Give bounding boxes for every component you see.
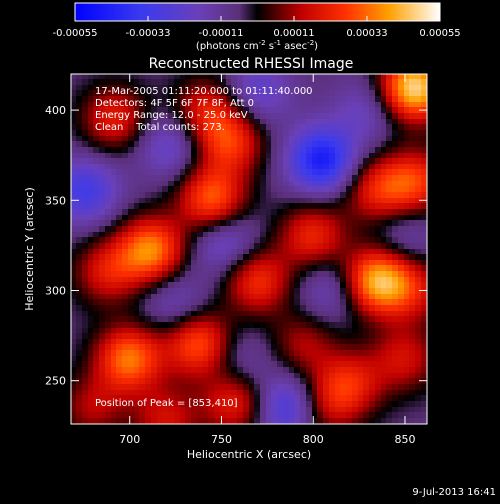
chart-title: Reconstructed RHESSI Image [149,56,354,72]
x-tick-label-3: 850 [394,433,415,446]
x-tick-label-1: 750 [211,433,232,446]
colorbar-unit: (photons cm-2 s-1 asec-2) [196,39,318,52]
colorbar [74,2,441,22]
plot-frame [70,73,428,425]
y-tick-label-3: 400 [45,104,66,117]
y-axis-label: Heliocentric Y (arcsec) [23,187,36,311]
axis-ticks: 700 750 800 850 250 300 350 400 [45,74,427,446]
colorbar-tick-label-0: -0.00055 [53,28,98,39]
y-tick-label-0: 250 [45,375,66,388]
colorbar-tick-label-1: -0.00033 [126,28,171,39]
annotation-block: 17-Mar-2005 01:11:20.000 to 01:11:40.000… [95,86,313,133]
footer-date: 9-Jul-2013 16:41 [412,487,496,498]
annotation-energy: Energy Range: 12.0 - 25.0 keV [95,110,248,121]
colorbar-tick-label-2: -0.00011 [199,28,244,39]
colorbar-tick-label-5: 0.00055 [419,28,460,39]
peak-position-label: Position of Peak = [853,410] [95,398,238,409]
colorbar-tick-label-3: 0.00011 [273,28,314,39]
x-tick-label-0: 700 [119,433,140,446]
colorbar-tick-label-4: 0.00033 [346,28,387,39]
annotation-detectors: Detectors: 4F 5F 6F 7F 8F, Att 0 [95,98,254,109]
colorbar-ticks: -0.00055 -0.00033 -0.00011 0.00011 0.00033 0.… [53,16,461,39]
x-axis-label: Heliocentric X (arcsec) [187,448,311,461]
y-tick-label-2: 350 [45,194,66,207]
annotation-clean: Clean Total counts: 273. [95,122,225,133]
annotation-time: 17-Mar-2005 01:11:20.000 to 01:11:40.000 [95,86,313,97]
heatmap-image [71,74,427,424]
x-tick-label-2: 800 [303,433,324,446]
y-tick-label-1: 300 [45,284,66,297]
